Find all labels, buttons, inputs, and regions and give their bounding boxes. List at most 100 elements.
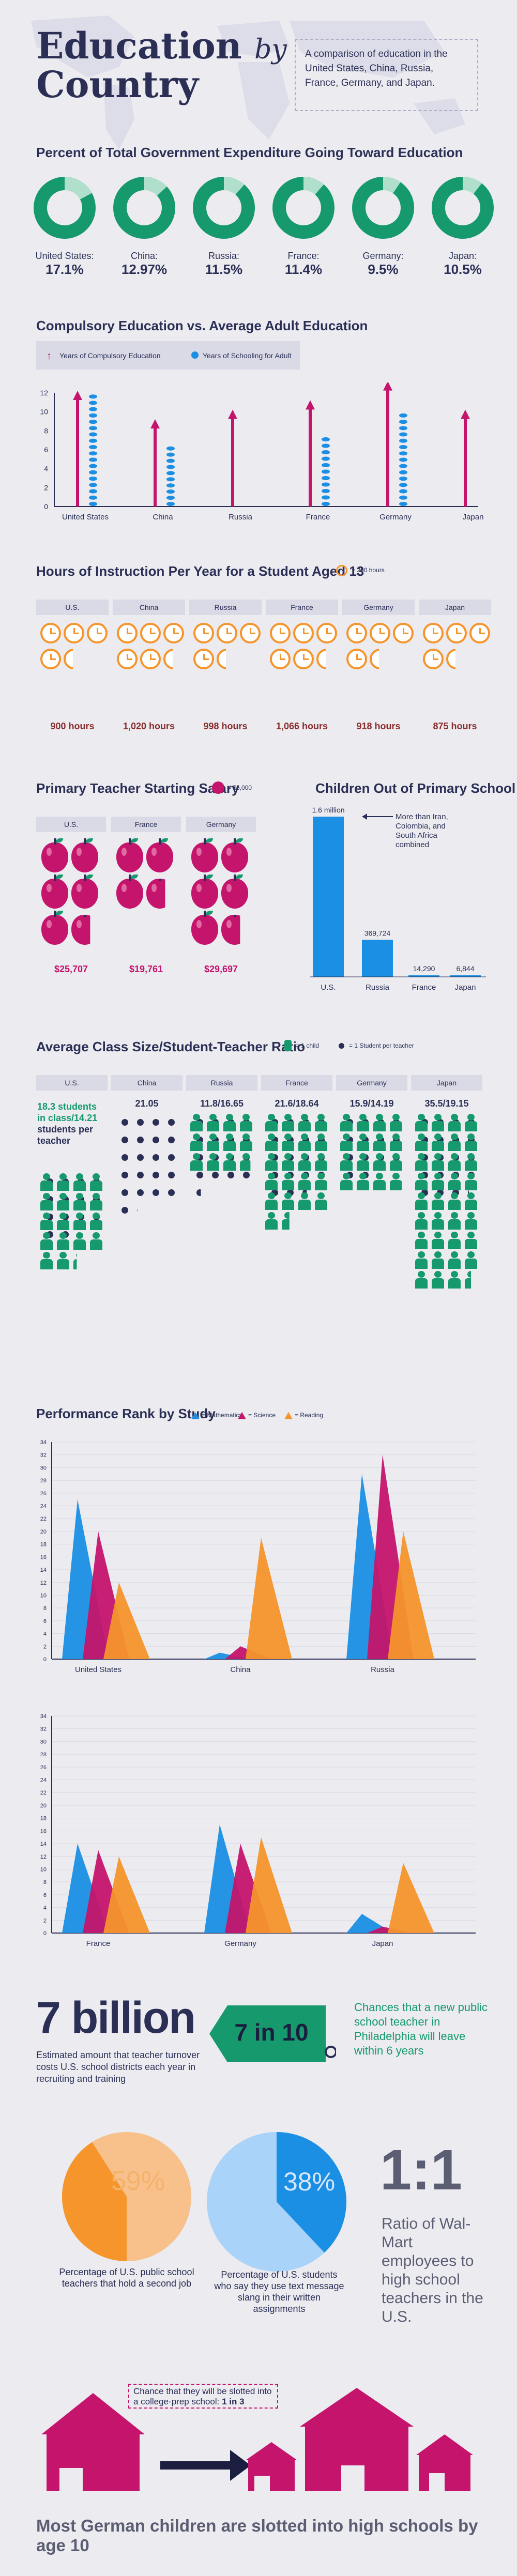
child-figure bbox=[189, 1114, 204, 1131]
apple-shine bbox=[151, 884, 157, 892]
y-tick-label: 28 bbox=[40, 1478, 47, 1484]
child-head bbox=[467, 1232, 475, 1238]
x-tick-label: Germany bbox=[224, 1939, 256, 1948]
adult-dot bbox=[399, 432, 407, 437]
child-figure bbox=[39, 1252, 54, 1269]
clock-icon bbox=[370, 649, 379, 669]
child-body bbox=[357, 1160, 369, 1171]
child-head bbox=[268, 1173, 275, 1179]
salary-value: $19,761 bbox=[129, 964, 163, 974]
hours-legend: = 200 hours bbox=[352, 566, 385, 574]
student-dot bbox=[168, 1137, 175, 1143]
child-head bbox=[451, 1153, 458, 1160]
clock-hand bbox=[226, 654, 228, 660]
child-head bbox=[268, 1192, 275, 1199]
child-head bbox=[43, 1252, 50, 1259]
student-dot bbox=[153, 1172, 159, 1178]
child-head bbox=[193, 1153, 200, 1160]
apple-icon bbox=[71, 838, 98, 872]
apple-stem bbox=[204, 911, 206, 917]
clock-hand bbox=[150, 628, 151, 634]
child-body bbox=[282, 1200, 294, 1210]
child-body bbox=[340, 1121, 353, 1131]
student-dot bbox=[121, 1119, 128, 1126]
y-tick-label: 10 bbox=[40, 408, 48, 416]
salary-col-head: U.S. bbox=[36, 817, 106, 832]
out-of-school-category: France bbox=[412, 983, 436, 992]
child-head bbox=[317, 1114, 325, 1121]
performance-peak bbox=[103, 1582, 150, 1659]
clock-icon bbox=[469, 623, 490, 643]
child-head bbox=[76, 1213, 83, 1219]
child-figure bbox=[447, 1251, 462, 1269]
child-figure bbox=[447, 1153, 462, 1171]
adult-dot bbox=[322, 482, 330, 487]
child-head bbox=[59, 1213, 67, 1219]
adult-dot bbox=[166, 452, 175, 457]
adult-dot bbox=[89, 420, 97, 424]
child-body bbox=[465, 1239, 477, 1249]
clock-hand bbox=[280, 628, 281, 634]
child-figure bbox=[56, 1193, 70, 1210]
clock-icon bbox=[446, 649, 458, 669]
clock-icon bbox=[270, 649, 291, 669]
y-tick-label: 4 bbox=[43, 1631, 47, 1637]
apple-icon bbox=[116, 875, 143, 909]
child-body bbox=[390, 1160, 402, 1171]
tag-value: 7 in 10 bbox=[234, 2019, 309, 2046]
hours-col-head: Japan bbox=[419, 600, 491, 615]
out-of-school-value: 6,844 bbox=[456, 964, 474, 973]
child-figure bbox=[72, 1213, 87, 1230]
apple-stem bbox=[84, 915, 86, 917]
child-head bbox=[268, 1133, 275, 1140]
clock-hand bbox=[280, 633, 285, 634]
out-of-school-bar bbox=[408, 975, 439, 977]
clock-hand bbox=[50, 628, 52, 634]
out-of-school-value: 14,290 bbox=[413, 964, 435, 973]
apple-icon bbox=[212, 781, 224, 794]
apple-leaf bbox=[86, 838, 93, 842]
apple-leaf bbox=[161, 875, 168, 879]
child-figure bbox=[281, 1114, 295, 1131]
y-tick-label: 0 bbox=[43, 1657, 47, 1663]
clock-hand bbox=[203, 654, 205, 660]
child-body bbox=[207, 1121, 219, 1131]
apple-icon bbox=[146, 879, 165, 909]
apple-leaf bbox=[86, 911, 93, 915]
apple-icon bbox=[41, 838, 68, 872]
hours-grid: U.S. 900 hours China 1,020 hours Russia 998 h… bbox=[36, 600, 491, 739]
clock-hand bbox=[403, 628, 404, 634]
child-body bbox=[57, 1239, 69, 1250]
child-figure bbox=[431, 1173, 445, 1190]
student-dot bbox=[153, 1189, 159, 1196]
clock-hand bbox=[50, 633, 56, 634]
child-body bbox=[298, 1200, 311, 1210]
child-head bbox=[434, 1192, 442, 1199]
adult-dot bbox=[322, 495, 330, 500]
child-figure bbox=[297, 1192, 312, 1210]
child-head bbox=[392, 1153, 400, 1160]
billion-text: Estimated amount that teacher turnover c… bbox=[36, 2050, 200, 2084]
child-figure bbox=[431, 1133, 445, 1151]
student-dot bbox=[227, 1172, 234, 1178]
child-body bbox=[390, 1141, 402, 1151]
out-of-school-chart: 1.6 million U.S. 369,724 Russia 14,290 France… bbox=[310, 806, 486, 992]
apple-stem bbox=[129, 838, 131, 845]
child-body bbox=[448, 1200, 461, 1210]
clock-hand bbox=[433, 628, 434, 634]
expenditure-country: Germany: bbox=[362, 251, 404, 261]
student-dot bbox=[168, 1154, 175, 1161]
child-body bbox=[448, 1239, 461, 1249]
clock-hand bbox=[456, 654, 458, 660]
y-tick-label: 2 bbox=[44, 483, 48, 492]
child-figure bbox=[264, 1173, 279, 1190]
clock-hand bbox=[127, 633, 132, 634]
child-figure bbox=[222, 1153, 237, 1171]
class-col-head: Japan bbox=[411, 1075, 482, 1091]
apple-leaf bbox=[236, 838, 243, 842]
child-figure bbox=[56, 1252, 70, 1269]
child-figure bbox=[464, 1251, 478, 1269]
child-body bbox=[57, 1180, 69, 1191]
child-figure bbox=[447, 1271, 462, 1289]
performance-peak bbox=[246, 1837, 292, 1933]
